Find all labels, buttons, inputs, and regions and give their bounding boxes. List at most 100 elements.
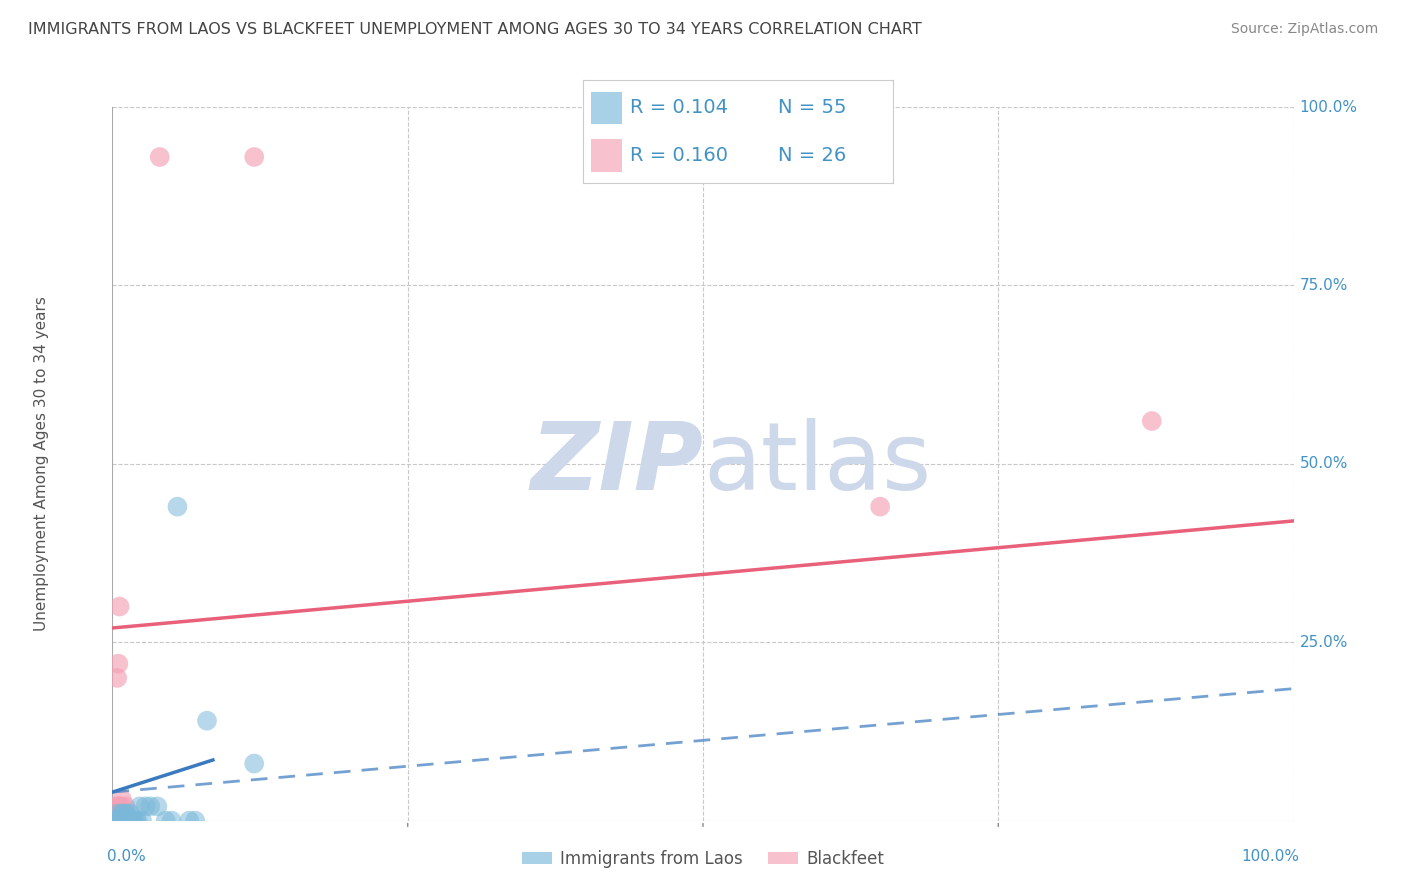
Text: N = 55: N = 55 — [779, 98, 846, 118]
Point — [105, 799, 128, 814]
Point — [105, 814, 128, 828]
Point — [146, 799, 169, 814]
Text: R = 0.104: R = 0.104 — [630, 98, 728, 118]
Point — [103, 814, 125, 828]
Text: 100.0%: 100.0% — [1241, 849, 1299, 864]
Point — [111, 814, 134, 828]
Point — [107, 799, 129, 814]
Point — [108, 814, 131, 828]
Point — [115, 806, 138, 821]
Point — [105, 814, 128, 828]
Point — [107, 814, 129, 828]
Point — [195, 714, 218, 728]
Text: 75.0%: 75.0% — [1299, 278, 1348, 293]
Point — [104, 814, 127, 828]
Text: Unemployment Among Ages 30 to 34 years: Unemployment Among Ages 30 to 34 years — [34, 296, 49, 632]
Point — [110, 799, 132, 814]
FancyBboxPatch shape — [591, 139, 621, 171]
Point — [128, 799, 150, 814]
Point — [108, 814, 131, 828]
Point — [108, 814, 131, 828]
Legend: Immigrants from Laos, Blackfeet: Immigrants from Laos, Blackfeet — [515, 844, 891, 875]
Point — [108, 799, 131, 814]
Text: 100.0%: 100.0% — [1299, 100, 1357, 114]
Point — [112, 814, 135, 828]
Point — [114, 799, 136, 814]
Point — [103, 814, 125, 828]
Point — [112, 814, 135, 828]
Text: Source: ZipAtlas.com: Source: ZipAtlas.com — [1230, 22, 1378, 37]
Point — [111, 814, 134, 828]
Point — [114, 814, 136, 828]
Point — [105, 814, 128, 828]
Point — [110, 814, 132, 828]
Point — [118, 814, 141, 828]
Text: ZIP: ZIP — [530, 417, 703, 510]
Point — [120, 814, 142, 828]
Point — [107, 657, 129, 671]
Point — [131, 814, 153, 828]
Point — [112, 814, 135, 828]
Point — [107, 814, 129, 828]
Point — [105, 814, 128, 828]
Point — [104, 814, 127, 828]
Point — [108, 814, 131, 828]
Point — [104, 814, 127, 828]
Point — [243, 150, 266, 164]
Point — [108, 599, 131, 614]
Point — [105, 671, 128, 685]
Point — [869, 500, 891, 514]
Point — [105, 806, 128, 821]
Text: 25.0%: 25.0% — [1299, 635, 1348, 649]
Point — [160, 814, 183, 828]
Point — [135, 799, 157, 814]
Point — [110, 814, 132, 828]
Point — [107, 814, 129, 828]
Point — [111, 792, 134, 806]
Point — [112, 814, 135, 828]
Point — [104, 814, 127, 828]
Point — [105, 814, 128, 828]
Text: R = 0.160: R = 0.160 — [630, 145, 728, 165]
Point — [139, 799, 162, 814]
Point — [105, 814, 128, 828]
Point — [243, 756, 266, 771]
Text: 0.0%: 0.0% — [107, 849, 145, 864]
Point — [125, 814, 148, 828]
Point — [107, 814, 129, 828]
Point — [117, 814, 139, 828]
Point — [149, 150, 172, 164]
Point — [107, 814, 129, 828]
Point — [105, 814, 128, 828]
Point — [110, 814, 132, 828]
Text: 50.0%: 50.0% — [1299, 457, 1348, 471]
Point — [107, 814, 129, 828]
Point — [1140, 414, 1163, 428]
Point — [105, 814, 128, 828]
Point — [103, 814, 125, 828]
Point — [111, 814, 134, 828]
Point — [120, 806, 142, 821]
Point — [166, 500, 188, 514]
Text: IMMIGRANTS FROM LAOS VS BLACKFEET UNEMPLOYMENT AMONG AGES 30 TO 34 YEARS CORRELA: IMMIGRANTS FROM LAOS VS BLACKFEET UNEMPL… — [28, 22, 922, 37]
Point — [110, 814, 132, 828]
Point — [179, 814, 201, 828]
Point — [105, 814, 128, 828]
FancyBboxPatch shape — [591, 92, 621, 124]
Point — [117, 814, 139, 828]
Point — [105, 814, 128, 828]
Point — [115, 814, 138, 828]
Point — [112, 814, 135, 828]
Point — [127, 814, 149, 828]
Point — [121, 814, 143, 828]
Text: atlas: atlas — [703, 417, 931, 510]
Point — [104, 814, 127, 828]
Point — [112, 814, 135, 828]
Point — [112, 806, 135, 821]
Point — [120, 814, 142, 828]
Point — [122, 814, 145, 828]
Point — [184, 814, 207, 828]
Point — [105, 814, 128, 828]
Point — [155, 814, 177, 828]
Text: N = 26: N = 26 — [779, 145, 846, 165]
